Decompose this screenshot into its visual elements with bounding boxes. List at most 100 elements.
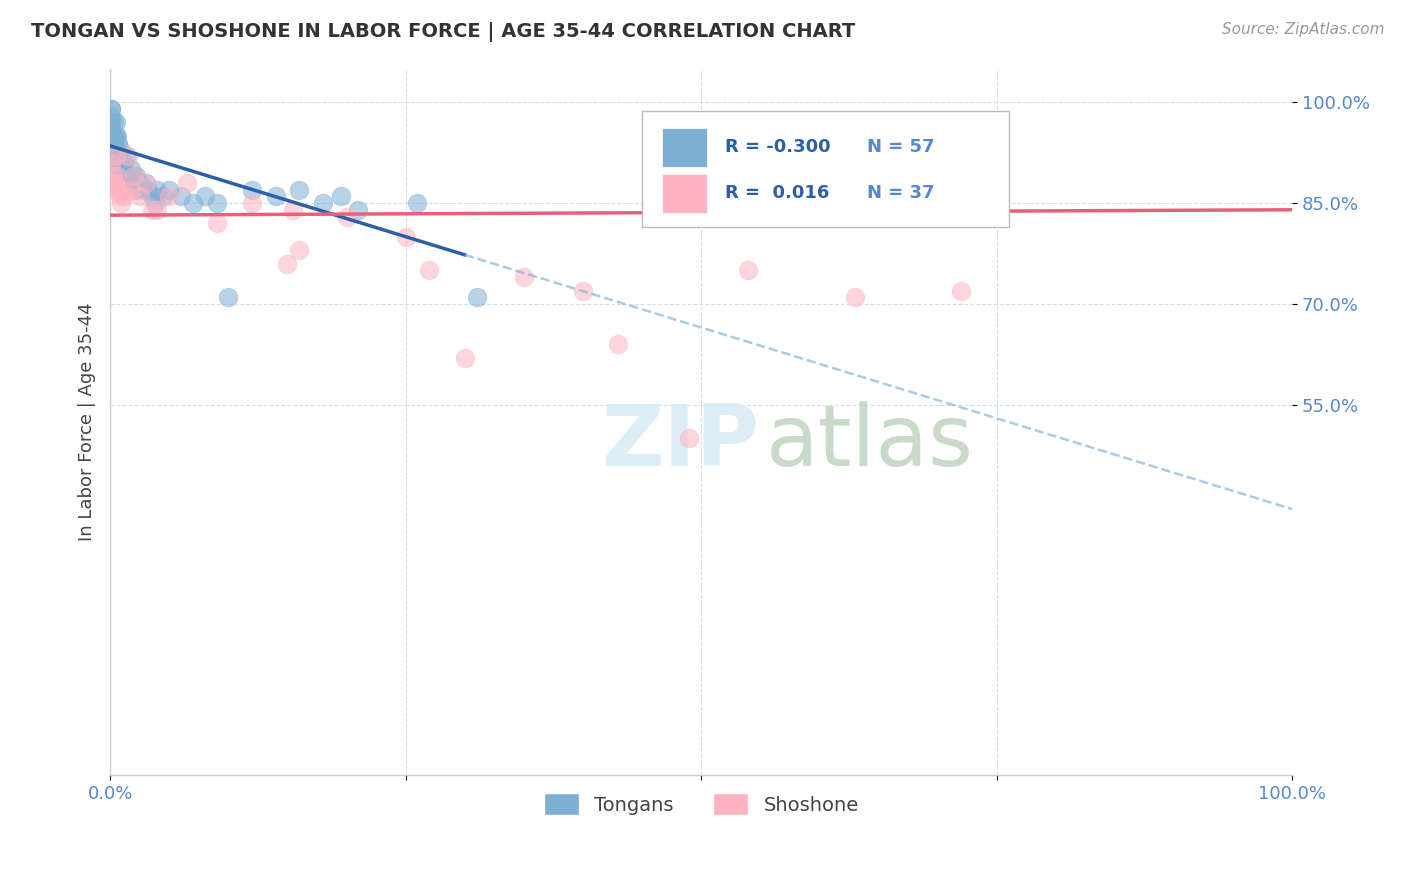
Point <box>132 183 155 197</box>
Point <box>176 176 198 190</box>
Point <box>406 196 429 211</box>
Bar <box>662 174 707 212</box>
Point <box>104 176 127 190</box>
Point <box>141 202 163 217</box>
Text: atlas: atlas <box>766 401 974 484</box>
Point <box>107 155 129 169</box>
Text: Source: ZipAtlas.com: Source: ZipAtlas.com <box>1222 22 1385 37</box>
Point <box>240 196 263 211</box>
Point <box>678 432 700 446</box>
Point <box>465 290 488 304</box>
Point <box>146 183 169 197</box>
Point <box>329 189 352 203</box>
Point <box>105 115 128 129</box>
Point <box>607 337 630 351</box>
Point <box>418 263 440 277</box>
Point <box>104 128 127 143</box>
Point <box>120 183 142 197</box>
Point <box>114 149 136 163</box>
Point <box>100 122 122 136</box>
Point <box>105 169 128 183</box>
Point <box>105 149 128 163</box>
Point <box>288 183 311 197</box>
Point <box>111 176 134 190</box>
Point <box>100 102 122 116</box>
Point <box>112 155 135 169</box>
Point <box>217 290 239 304</box>
Point <box>111 183 134 197</box>
Point <box>117 169 139 183</box>
Point <box>118 176 141 190</box>
Point <box>103 176 125 190</box>
Point <box>101 128 124 143</box>
Point <box>125 169 148 183</box>
Point <box>110 169 132 183</box>
FancyBboxPatch shape <box>643 111 1008 227</box>
Point <box>101 128 124 143</box>
Point <box>513 270 536 285</box>
Point <box>108 189 131 203</box>
Point <box>110 149 132 163</box>
Point <box>111 162 134 177</box>
Point <box>240 183 263 197</box>
Point <box>122 169 145 183</box>
Point <box>205 216 228 230</box>
Point <box>105 149 128 163</box>
Point <box>100 115 122 129</box>
Point <box>105 128 128 143</box>
Point <box>103 136 125 150</box>
Text: N = 57: N = 57 <box>866 138 934 156</box>
Point <box>844 290 866 304</box>
Text: TONGAN VS SHOSHONE IN LABOR FORCE | AGE 35-44 CORRELATION CHART: TONGAN VS SHOSHONE IN LABOR FORCE | AGE … <box>31 22 855 42</box>
Point <box>105 128 128 143</box>
Point <box>454 351 477 365</box>
Point <box>122 169 145 183</box>
Point <box>170 189 193 203</box>
Point <box>110 196 132 211</box>
Text: ZIP: ZIP <box>600 401 758 484</box>
Point <box>128 176 150 190</box>
Point <box>100 115 122 129</box>
Point <box>146 202 169 217</box>
Text: R =  0.016: R = 0.016 <box>725 185 830 202</box>
Point <box>103 115 125 129</box>
Point <box>104 149 127 163</box>
Point <box>135 176 157 190</box>
Point <box>288 243 311 257</box>
Point <box>572 284 595 298</box>
Point <box>107 136 129 150</box>
Point <box>312 196 335 211</box>
Point <box>143 196 166 211</box>
Point <box>335 210 357 224</box>
Point <box>105 183 128 197</box>
Point <box>205 196 228 211</box>
Point <box>117 149 139 163</box>
Point <box>950 284 973 298</box>
Point <box>108 162 131 177</box>
Point <box>135 176 157 190</box>
Legend: Tongans, Shoshone: Tongans, Shoshone <box>534 783 869 825</box>
Point <box>101 142 124 156</box>
Y-axis label: In Labor Force | Age 35-44: In Labor Force | Age 35-44 <box>79 302 96 541</box>
Point <box>737 263 759 277</box>
Point <box>100 155 122 169</box>
Point <box>101 169 124 183</box>
Point <box>112 162 135 177</box>
Point <box>157 189 180 203</box>
Point <box>152 189 174 203</box>
Point <box>112 189 135 203</box>
Point <box>105 142 128 156</box>
Point <box>124 183 146 197</box>
Point <box>264 189 287 203</box>
Point <box>283 202 305 217</box>
Point <box>100 102 122 116</box>
Point <box>108 142 131 156</box>
Point <box>120 162 142 177</box>
Point <box>107 183 129 197</box>
Bar <box>662 128 707 167</box>
Point <box>128 189 150 203</box>
Point <box>194 189 217 203</box>
Point <box>395 229 418 244</box>
Text: R = -0.300: R = -0.300 <box>725 138 831 156</box>
Point <box>276 257 298 271</box>
